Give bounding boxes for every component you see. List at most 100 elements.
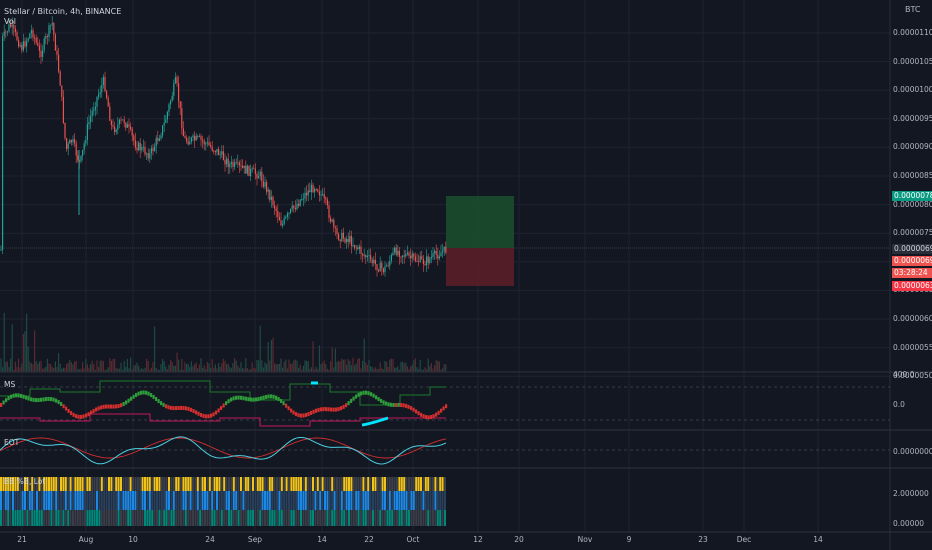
volume-bar (75, 360, 77, 372)
ms-histogram (347, 401, 350, 406)
bar-mid-cell (62, 491, 65, 510)
candle-body (370, 255, 372, 260)
bar-top-cell (432, 477, 434, 491)
ms-histogram (205, 414, 208, 419)
bar-pane-label[interactable]: BB %B, Lot (4, 477, 46, 486)
ms-histogram (237, 395, 240, 400)
candle-body (192, 135, 194, 138)
bar-mid-cell (115, 491, 118, 510)
bar-low-cell (4, 510, 7, 526)
volume-bar (16, 366, 18, 372)
bar-low-cell (427, 510, 430, 526)
ms-histogram (142, 390, 145, 395)
bar-low-cell (88, 510, 91, 526)
bar-top-cell (316, 477, 319, 491)
bar-low-cell (429, 510, 432, 526)
bar-top-cell (132, 477, 134, 491)
bar-low-cell (393, 510, 396, 526)
candle-body (213, 150, 215, 152)
candle-body (114, 126, 116, 132)
bar-mid-cell (98, 491, 101, 510)
position-tool[interactable] (446, 196, 514, 286)
volume-bar (317, 369, 319, 372)
bar-mid-cell (439, 491, 442, 510)
pane-dividers[interactable] (0, 371, 932, 533)
candle-body (54, 34, 56, 51)
bar-mid-cell (348, 491, 350, 510)
symbol-title[interactable]: Stellar / Bitcoin, 4h, BINANCE (4, 7, 122, 16)
bar-low-cell (153, 510, 156, 526)
volume-legend[interactable]: Vol (4, 17, 16, 26)
bar-top-cell (408, 477, 410, 491)
volume-bar (280, 358, 282, 372)
ms-pane-label[interactable]: MS (4, 380, 16, 389)
volume-bar (347, 358, 349, 372)
bar-top-cell (254, 477, 257, 491)
bar-low-cell (292, 510, 295, 526)
candle-body (125, 122, 127, 128)
ms-histogram (190, 407, 193, 412)
bar-mid-cell (213, 491, 216, 510)
candle-body (85, 140, 87, 144)
bar-low-cell (316, 510, 319, 526)
ms-histogram (52, 397, 55, 402)
ms-histogram (197, 411, 200, 416)
bar-mid-cell (312, 491, 314, 510)
volume-bar (378, 369, 380, 372)
volume-bar (240, 362, 242, 372)
bar-mid-cell (316, 491, 319, 510)
bar-low-cell (64, 510, 67, 526)
candle-body (269, 189, 271, 200)
ms-histogram (195, 410, 198, 415)
candle-body (266, 182, 268, 192)
ms-histogram (192, 409, 195, 414)
candle-body (112, 125, 114, 127)
bar-top-cell (74, 477, 77, 491)
bar-low-cell (384, 510, 386, 526)
bar-mid-cell (38, 491, 41, 510)
bar-low-cell (172, 510, 175, 526)
candle-body (189, 141, 191, 145)
bar-top-cell (187, 477, 190, 491)
eot-pane-label[interactable]: EOT (4, 438, 20, 447)
candle-body (245, 165, 247, 174)
volume-bar (413, 360, 415, 372)
ms-histogram (255, 397, 258, 402)
bar-low-cell (348, 510, 350, 526)
ms-histogram (412, 407, 415, 412)
volume-bar (229, 366, 231, 372)
candle-body (304, 192, 306, 199)
volume-bar (211, 359, 213, 372)
bar-mid-cell (259, 491, 262, 510)
candle-body (190, 137, 192, 142)
bar-mid-cell (211, 491, 214, 510)
bar-top-cell (50, 477, 53, 491)
bar-mid-cell (60, 491, 62, 510)
bar-top-cell (156, 477, 158, 491)
candle-body (274, 205, 276, 209)
ms-histogram (392, 402, 395, 407)
candle-body (6, 31, 8, 33)
candle-body (413, 253, 415, 257)
ms-histogram (350, 398, 353, 403)
volume-bar (11, 324, 13, 372)
bar-mid-cell (331, 491, 334, 510)
bar-top-cell (415, 477, 418, 491)
volume-bar (206, 361, 208, 372)
bar-low-cell (295, 510, 298, 526)
bar-top-cell (194, 477, 197, 491)
ms-histogram (312, 409, 315, 414)
volume-bar (171, 361, 173, 372)
candle-body (10, 24, 12, 27)
candle-body (11, 24, 13, 27)
bar-mid-cell (112, 491, 115, 510)
ms-histogram (435, 412, 438, 417)
bar-low-cell (424, 510, 427, 526)
candle-body (77, 155, 79, 161)
bar-low-cell (60, 510, 62, 526)
bar-top-cell (381, 477, 384, 491)
candle-body (118, 119, 120, 125)
candle-body (62, 96, 64, 123)
